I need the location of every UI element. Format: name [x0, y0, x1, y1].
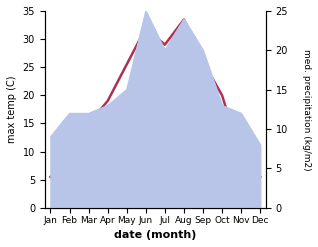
Y-axis label: med. precipitation (kg/m2): med. precipitation (kg/m2)	[302, 49, 311, 170]
X-axis label: date (month): date (month)	[114, 230, 197, 240]
Y-axis label: max temp (C): max temp (C)	[7, 76, 17, 143]
